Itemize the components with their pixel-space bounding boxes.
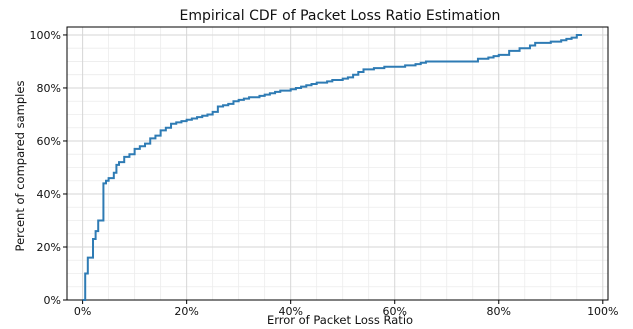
x-tick-label: 0% bbox=[74, 305, 91, 318]
y-tick-label: 20% bbox=[37, 241, 61, 254]
x-axis: 0% 20% 40% 60% 80% 100% bbox=[74, 300, 619, 318]
cdf-line bbox=[82, 33, 582, 301]
grid bbox=[67, 27, 608, 301]
x-tick-label: 60% bbox=[382, 305, 406, 318]
chart-title: Empirical CDF of Packet Loss Ratio Estim… bbox=[180, 8, 501, 24]
x-tick-label: 20% bbox=[174, 305, 198, 318]
x-tick-label: 80% bbox=[487, 305, 511, 318]
y-tick-label: 0% bbox=[44, 294, 61, 307]
y-axis-label: Percent of compared samples bbox=[13, 81, 27, 252]
x-tick-label: 40% bbox=[278, 305, 302, 318]
y-tick-label: 60% bbox=[37, 135, 61, 148]
x-tick-label: 100% bbox=[587, 305, 618, 318]
plot-frame bbox=[66, 26, 609, 301]
y-tick-label: 80% bbox=[37, 82, 61, 95]
y-tick-label: 100% bbox=[30, 29, 61, 42]
y-axis: 0% 20% 40% 60% 80% 100% bbox=[30, 29, 67, 307]
y-tick-label: 40% bbox=[37, 188, 61, 201]
x-axis-label: Error of Packet Loss Ratio bbox=[267, 313, 413, 327]
